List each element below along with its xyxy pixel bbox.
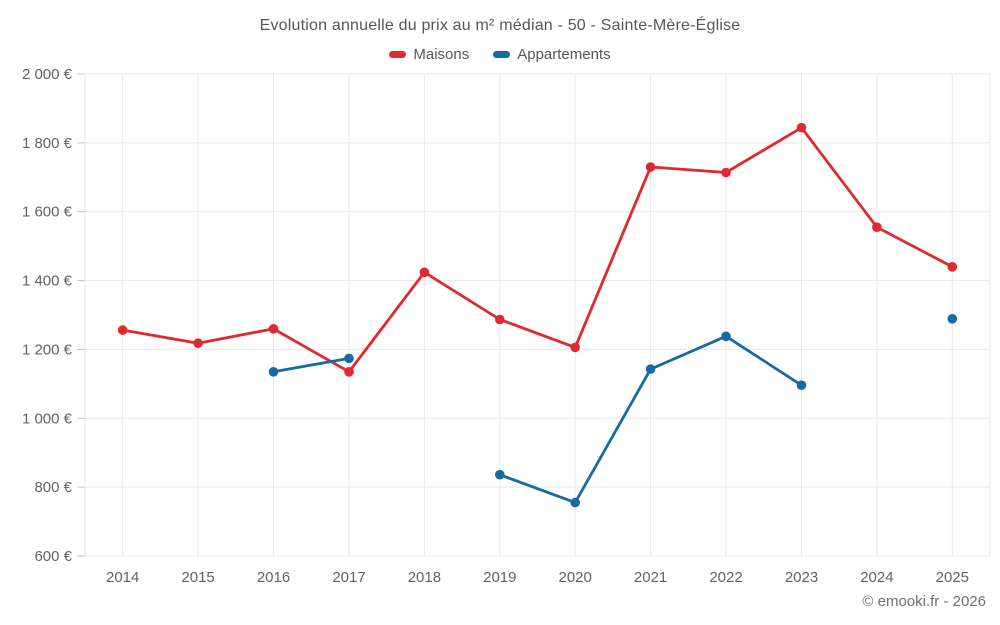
legend-marker-appartements: [493, 51, 511, 58]
data-point-maisons-2014[interactable]: [117, 325, 128, 335]
x-axis-label: 2020: [559, 569, 592, 586]
x-axis-label: 2024: [860, 569, 893, 586]
data-point-appartements-2020[interactable]: [570, 497, 580, 508]
data-point-appartements-2021[interactable]: [645, 364, 656, 374]
data-point-maisons-2015[interactable]: [193, 338, 203, 349]
data-point-maisons-2024[interactable]: [872, 222, 882, 232]
legend-label: Appartements: [517, 46, 611, 63]
chart-legend: Maisons Appartements: [0, 46, 1000, 63]
x-axis-label: 2023: [785, 569, 818, 586]
series-line-maisons: [121, 126, 954, 374]
x-axis-label: 2015: [181, 569, 214, 586]
x-axis-label: 2021: [634, 569, 667, 586]
y-axis-label: 1 000 €: [22, 410, 73, 427]
y-axis-label: 1 800 €: [22, 135, 73, 152]
x-axis-label: 2022: [709, 569, 742, 586]
data-point-maisons-2023[interactable]: [796, 122, 807, 133]
x-axis-label: 2017: [332, 569, 365, 586]
data-point-appartements-2023[interactable]: [796, 380, 807, 391]
data-point-appartements-2016[interactable]: [268, 367, 279, 377]
y-axis-label: 1 400 €: [22, 273, 73, 290]
copyright-text: © emooki.fr - 2026: [862, 593, 986, 610]
data-point-maisons-2025[interactable]: [947, 262, 958, 272]
data-point-appartements-2019[interactable]: [495, 469, 505, 480]
data-point-maisons-2021[interactable]: [645, 162, 656, 172]
y-axis-label: 1 600 €: [22, 204, 73, 221]
legend-item-appartements[interactable]: Appartements: [493, 46, 611, 63]
data-point-appartements-2025[interactable]: [947, 314, 958, 324]
data-point-appartements-2017[interactable]: [344, 353, 354, 364]
legend-marker-maisons: [389, 51, 407, 58]
y-axis-label: 800 €: [34, 479, 72, 496]
y-axis-label: 600 €: [34, 548, 72, 565]
data-point-appartements-2022[interactable]: [721, 331, 731, 342]
legend-label: Maisons: [413, 46, 470, 63]
x-axis-label: 2025: [936, 569, 969, 586]
x-axis-label: 2016: [257, 569, 290, 586]
data-point-maisons-2017[interactable]: [344, 367, 354, 377]
x-axis-label: 2019: [483, 569, 516, 586]
chart-title: Evolution annuelle du prix au m² médian …: [259, 17, 741, 34]
data-point-maisons-2019[interactable]: [495, 314, 505, 325]
y-axis-label: 1 200 €: [22, 341, 73, 358]
data-point-maisons-2016[interactable]: [268, 324, 279, 334]
data-point-maisons-2022[interactable]: [721, 167, 731, 178]
y-axis-label: 2 000 €: [22, 66, 73, 83]
legend-item-maisons[interactable]: Maisons: [389, 46, 469, 63]
data-point-maisons-2018[interactable]: [419, 267, 430, 278]
x-axis-label: 2014: [106, 569, 139, 586]
series-line-appartements: [272, 357, 351, 374]
data-point-maisons-2020[interactable]: [570, 342, 580, 353]
x-axis-label: 2018: [408, 569, 441, 586]
